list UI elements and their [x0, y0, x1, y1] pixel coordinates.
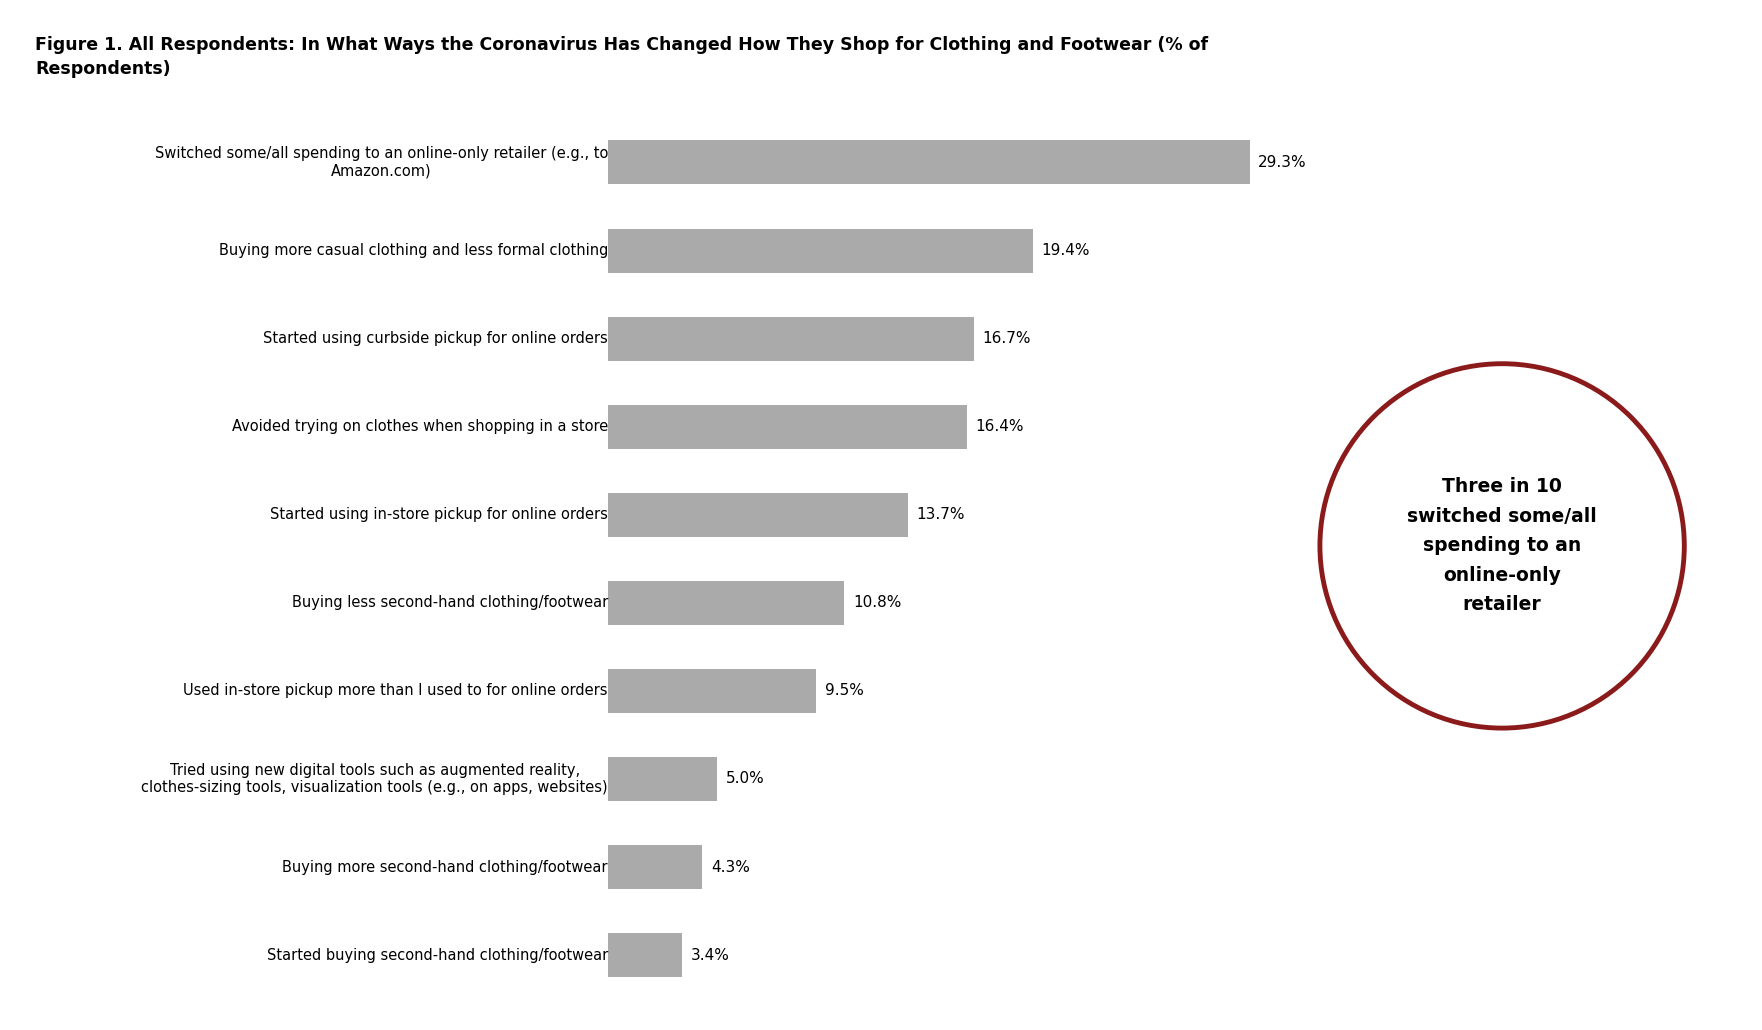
Text: 16.7%: 16.7%: [983, 331, 1031, 346]
Bar: [608, 581, 844, 625]
Bar: [608, 492, 907, 537]
Text: Buying more casual clothing and less formal clothing: Buying more casual clothing and less for…: [218, 243, 608, 259]
Text: Started using in-store pickup for online orders: Started using in-store pickup for online…: [270, 507, 608, 522]
Bar: [608, 933, 682, 977]
Text: Started buying second-hand clothing/footwear: Started buying second-hand clothing/foot…: [266, 948, 608, 963]
Text: 16.4%: 16.4%: [976, 419, 1024, 435]
Bar: [608, 668, 816, 713]
Text: Avoided trying on clothes when shopping in a store: Avoided trying on clothes when shopping …: [231, 419, 608, 435]
Text: Tried using new digital tools such as augmented reality,
clothes-sizing tools, v: Tried using new digital tools such as au…: [141, 763, 608, 795]
Bar: [608, 316, 974, 360]
Text: 5.0%: 5.0%: [726, 771, 765, 787]
Bar: [608, 229, 1033, 273]
Text: 19.4%: 19.4%: [1041, 243, 1091, 259]
Text: Started using curbside pickup for online orders: Started using curbside pickup for online…: [263, 331, 608, 346]
Text: Buying more second-hand clothing/footwear: Buying more second-hand clothing/footwea…: [282, 859, 608, 874]
Text: Buying less second-hand clothing/footwear: Buying less second-hand clothing/footwea…: [292, 595, 608, 611]
Text: 4.3%: 4.3%: [710, 859, 749, 874]
Bar: [608, 140, 1249, 184]
Text: 3.4%: 3.4%: [691, 948, 729, 963]
Bar: [608, 405, 967, 449]
Text: 9.5%: 9.5%: [825, 683, 863, 698]
Text: 29.3%: 29.3%: [1258, 154, 1307, 170]
Text: 13.7%: 13.7%: [916, 507, 966, 522]
Text: Figure 1. All Respondents: In What Ways the Coronavirus Has Changed How They Sho: Figure 1. All Respondents: In What Ways …: [35, 36, 1209, 77]
Text: Used in-store pickup more than I used to for online orders: Used in-store pickup more than I used to…: [183, 683, 608, 698]
Ellipse shape: [1320, 364, 1684, 728]
Text: Switched some/all spending to an online-only retailer (e.g., to
Amazon.com): Switched some/all spending to an online-…: [155, 146, 608, 178]
Bar: [608, 757, 717, 801]
Text: Three in 10
switched some/all
spending to an
online-only
retailer: Three in 10 switched some/all spending t…: [1408, 477, 1596, 615]
Bar: [608, 845, 701, 889]
Text: 10.8%: 10.8%: [853, 595, 902, 611]
